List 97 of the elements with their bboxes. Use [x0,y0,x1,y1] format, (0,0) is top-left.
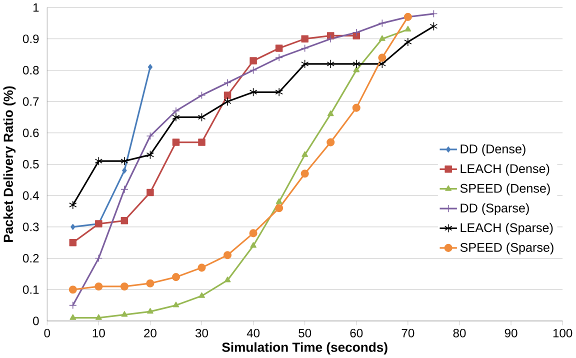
y-tick-label: 0.2 [22,254,39,263]
y-tick-label: 0.7 [22,97,39,106]
point [198,112,206,122]
point [224,92,232,99]
point [172,273,180,282]
point [352,104,360,112]
y-axis-title: Packet Delivery Ratio (%) [3,86,16,242]
y-tick-label: 0.8 [22,66,39,75]
x-tick-label: 60 [350,328,363,338]
legend-label: LEACH (Sparse) [460,223,553,235]
point [326,138,335,146]
point [378,54,386,62]
y-tick-label: 0.4 [22,191,39,200]
x-tick-label: 70 [402,328,414,338]
point [146,150,154,160]
point [250,57,257,64]
point [300,44,309,52]
point [275,54,283,62]
x-tick-label: 20 [144,328,156,338]
point [276,198,282,204]
y-tick-label: 0.5 [22,160,39,169]
y-tick-label: 0.3 [22,222,39,232]
point [172,107,180,115]
point [172,112,180,122]
point [121,311,128,317]
x-tick-label: 30 [195,328,208,338]
point [224,251,232,260]
legend-label: DD (Dense) [460,144,526,156]
legend-label: SPEED (Sparse) [460,242,554,254]
point [249,66,258,74]
legend-label: SPEED (Dense) [460,184,550,196]
point [68,286,77,294]
point [172,138,180,146]
point [147,308,154,314]
y-tick-label: 0 [33,316,39,326]
point [275,88,283,97]
x-tick-label: 80 [453,328,466,338]
point [378,19,386,28]
point [120,185,128,194]
point [353,66,360,72]
point [198,264,206,272]
point [146,188,154,196]
point [300,60,309,68]
point [68,301,77,310]
point [326,60,335,68]
point [352,60,360,68]
point [172,302,180,308]
point [275,204,284,212]
point [250,242,256,248]
x-tick-label: 50 [298,328,312,338]
point [224,97,232,106]
point [275,44,283,52]
x-tick-label: 90 [504,328,518,338]
point [120,156,128,166]
point [224,276,231,282]
point [198,91,206,100]
point [69,200,77,210]
y-tick-label: 0.1 [22,285,39,294]
point [430,10,438,18]
point [198,138,206,146]
point [327,110,334,116]
point [70,224,76,230]
x-axis-title: Simulation Time (seconds) [222,342,388,355]
point [70,314,76,320]
point [122,168,127,174]
point [198,292,205,298]
point [302,151,308,157]
point [69,239,77,246]
point [352,28,360,37]
point [120,282,128,291]
point [249,229,258,238]
x-tick-label: 0 [44,328,50,338]
point [94,156,103,166]
point [300,170,309,178]
point [404,26,412,32]
y-tick-label: 0.9 [22,34,39,44]
point [146,132,154,140]
point [249,88,258,97]
point [404,38,412,46]
point [301,35,308,43]
point [430,22,438,31]
y-tick-label: 0.6 [22,128,39,138]
point [378,35,386,41]
point [146,279,154,288]
x-tick-label: 40 [246,328,260,338]
legend-label: DD (Sparse) [460,203,529,216]
x-tick-label: 100 [553,328,572,338]
point [94,282,103,291]
point [94,254,103,262]
point [326,35,335,43]
point [224,78,232,87]
point [120,217,128,224]
y-tick-label: 1 [33,3,39,12]
point [95,314,102,320]
legend-label: LEACH (Dense) [460,164,550,176]
point [148,64,153,70]
x-tick-label: 10 [92,328,105,338]
